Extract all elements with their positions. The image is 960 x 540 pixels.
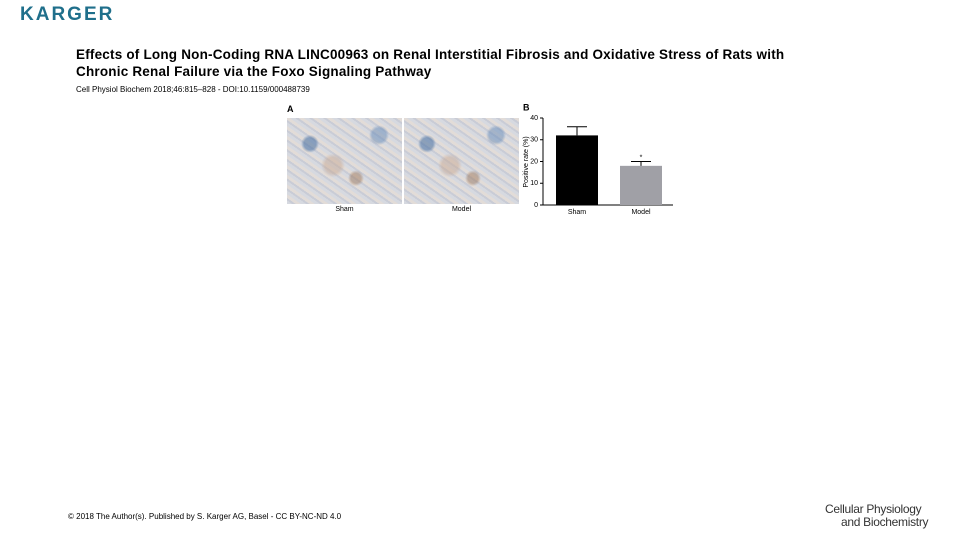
image-label: Sham [335, 206, 354, 213]
micrograph [404, 118, 519, 204]
chart: B Positive rate (%) 0 10 20 30 40 Sham Model * [523, 102, 673, 216]
journal-line: Cellular Physiology [825, 502, 922, 516]
y-tick-label: 40 [530, 115, 538, 122]
title: Effects of Long Non-Coding RNA LINC00963… [76, 46, 784, 80]
title-line: Chronic Renal Failure via the Foxo Signa… [76, 64, 432, 79]
logo: KARGER [20, 4, 115, 25]
significance-mark: * [640, 154, 643, 161]
title-line: Effects of Long Non-Coding RNA LINC00963… [76, 47, 785, 62]
citation: Cell Physiol Biochem 2018;46:815–828 - D… [76, 85, 310, 94]
journal-line: and Biochemistry [841, 515, 929, 529]
panel-label: B [523, 102, 530, 112]
x-tick-label: Model [631, 209, 651, 216]
copyright: © 2018 The Author(s). Published by S. Ka… [68, 512, 342, 521]
x-tick-label: Sham [568, 209, 586, 216]
y-tick-label: 0 [534, 202, 538, 209]
bar [620, 165, 662, 205]
journal-logo: Cellular Physiology and Biochemistry [825, 502, 929, 529]
y-tick-label: 30 [530, 137, 538, 144]
y-tick-label: 10 [530, 180, 538, 187]
panel-label: A [287, 104, 294, 114]
micrograph [287, 118, 402, 204]
image-label: Model [451, 206, 472, 213]
y-axis-label: Positive rate (%) [523, 136, 530, 187]
y-tick-label: 20 [530, 158, 538, 165]
bar [556, 135, 598, 205]
